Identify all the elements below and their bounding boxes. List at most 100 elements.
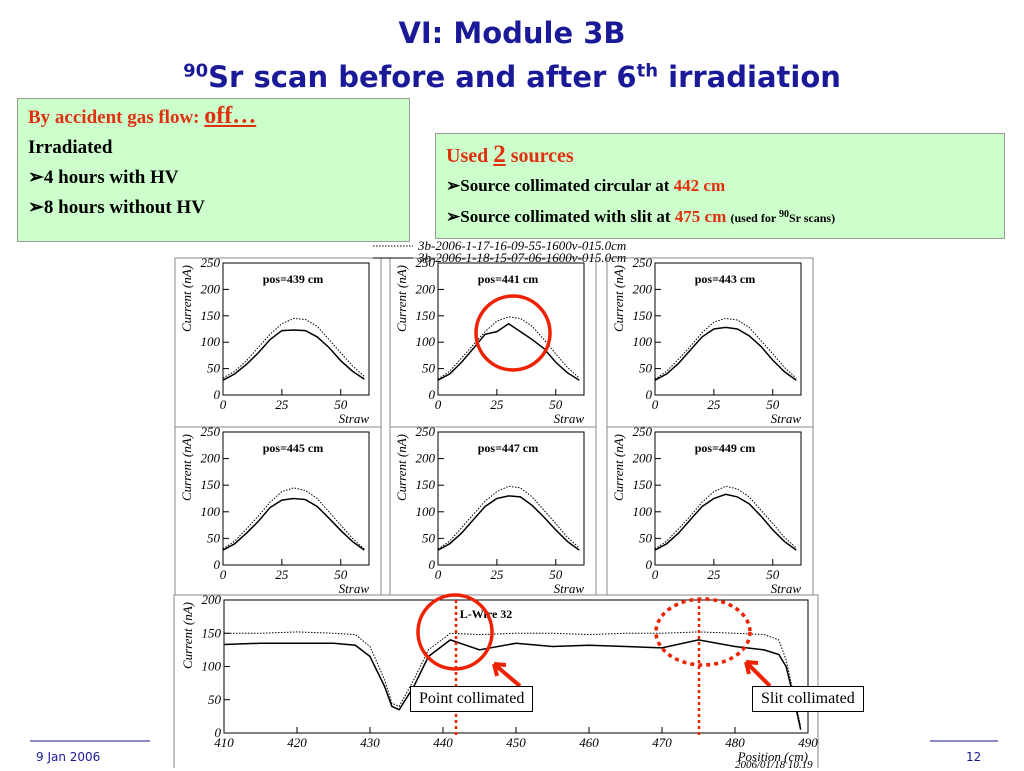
y-tick-label: 200 <box>633 281 653 296</box>
legend-label: 3b-2006-1-18-15-07-06-1600v-015.0cm <box>417 250 626 265</box>
highlight <box>654 597 752 667</box>
y-tick-label: 150 <box>633 308 653 323</box>
chart-title: pos=445 cm <box>263 441 324 455</box>
title: VI: Module 3B <box>398 16 626 50</box>
y-tick-label: 0 <box>429 557 436 572</box>
y-tick-label: 100 <box>416 504 436 519</box>
series-line <box>654 317 797 380</box>
x-tick-label: 0 <box>652 567 659 582</box>
sup: 90 <box>778 209 789 220</box>
y-tick-label: 250 <box>416 424 436 439</box>
text: 442 cm <box>673 176 726 195</box>
y-tick-label: 150 <box>201 477 221 492</box>
x-axis-label: Straw <box>554 411 585 426</box>
chart-title: pos=439 cm <box>263 272 324 286</box>
x-tick-label: 460 <box>579 735 599 750</box>
x-tick-label: 25 <box>275 567 289 582</box>
x-tick-label: 50 <box>334 567 348 582</box>
x-tick-label: 25 <box>490 567 504 582</box>
y-tick-label: 150 <box>201 308 221 323</box>
x-axis-label: Straw <box>339 411 370 426</box>
x-tick-label: 0 <box>220 567 227 582</box>
y-axis-label: Current (nA) <box>179 265 194 332</box>
y-axis-label: Current (nA) <box>394 265 409 332</box>
sup: 90 <box>183 60 209 82</box>
y-tick-label: 0 <box>214 557 221 572</box>
y-tick-label: 50 <box>639 361 653 376</box>
text: (used for <box>730 211 776 225</box>
y-tick-label: 200 <box>201 451 221 466</box>
sup: th <box>636 60 659 82</box>
plot-frame <box>389 257 597 436</box>
plot-area <box>437 431 585 566</box>
y-tick-label: 150 <box>633 477 653 492</box>
highlight <box>474 294 552 372</box>
text: sources <box>510 145 574 167</box>
arrow <box>492 662 522 688</box>
plot-area <box>437 262 585 396</box>
chart-title: pos=443 cm <box>695 272 756 286</box>
y-tick-label: 100 <box>633 334 653 349</box>
plot-area <box>654 262 802 396</box>
y-tick-label: 150 <box>202 625 222 640</box>
y-tick-label: 200 <box>201 281 221 296</box>
text: 475 cm <box>674 207 727 226</box>
y-tick-label: 250 <box>416 255 436 270</box>
bullet: 4 hours with HV <box>43 167 179 188</box>
text: 2 <box>493 141 506 168</box>
x-axis-label: Straw <box>771 411 802 426</box>
text: Sr scans) <box>788 211 836 225</box>
plot-frame <box>174 257 382 436</box>
x-axis-label: Straw <box>339 581 370 596</box>
y-axis-label: Current (nA) <box>611 434 626 501</box>
x-tick-label: 50 <box>766 567 780 582</box>
annotation: Slit collimated <box>752 686 864 712</box>
x-axis-label: Straw <box>771 581 802 596</box>
series-line <box>437 322 580 381</box>
x-tick-label: 25 <box>275 397 289 412</box>
series-line <box>224 631 802 727</box>
text: Used <box>446 145 489 167</box>
x-tick-label: 25 <box>490 397 504 412</box>
series-line <box>222 329 365 381</box>
series-line <box>654 326 797 381</box>
x-tick-label: 480 <box>725 735 745 750</box>
chart-title: pos=441 cm <box>478 272 539 286</box>
x-tick-label: 50 <box>549 397 563 412</box>
y-tick-label: 50 <box>207 530 221 545</box>
x-tick-label: 490 <box>798 735 818 750</box>
x-tick-label: 0 <box>652 397 659 412</box>
y-tick-label: 100 <box>633 504 653 519</box>
x-tick-label: 25 <box>707 567 721 582</box>
x-tick-label: 450 <box>506 735 526 750</box>
chart-title: pos=447 cm <box>478 441 539 455</box>
subtitle: 90Sr scan before and after 6th irradiati… <box>0 60 1024 94</box>
text: irradiation <box>668 60 841 94</box>
y-tick-label: 0 <box>646 387 653 402</box>
text: Source collimated circular at <box>460 176 670 195</box>
x-tick-label: 410 <box>214 735 234 750</box>
y-tick-label: 250 <box>633 424 653 439</box>
text: Irradiated <box>28 137 113 158</box>
bullet: 8 hours without HV <box>43 197 205 218</box>
plot-frame <box>389 426 597 606</box>
plot-area <box>222 431 370 566</box>
x-tick-label: 0 <box>220 397 227 412</box>
plot-area <box>654 431 802 566</box>
y-tick-label: 50 <box>422 361 436 376</box>
legend-label: 3b-2006-1-17-16-09-55-1600v-015.0cm <box>417 238 626 253</box>
y-tick-label: 100 <box>202 659 222 674</box>
x-tick-label: 50 <box>334 397 348 412</box>
left-box: By accident gas flow: off… Irradiated 4 … <box>17 98 410 242</box>
y-tick-label: 50 <box>639 530 653 545</box>
y-tick-label: 0 <box>214 387 221 402</box>
y-tick-label: 50 <box>207 361 221 376</box>
footer-date: 9 Jan 2006 <box>36 750 101 764</box>
series-line <box>654 493 797 551</box>
series-line <box>222 487 365 550</box>
y-tick-label: 100 <box>416 334 436 349</box>
x-tick-label: 50 <box>766 397 780 412</box>
x-axis-label: Straw <box>554 581 585 596</box>
